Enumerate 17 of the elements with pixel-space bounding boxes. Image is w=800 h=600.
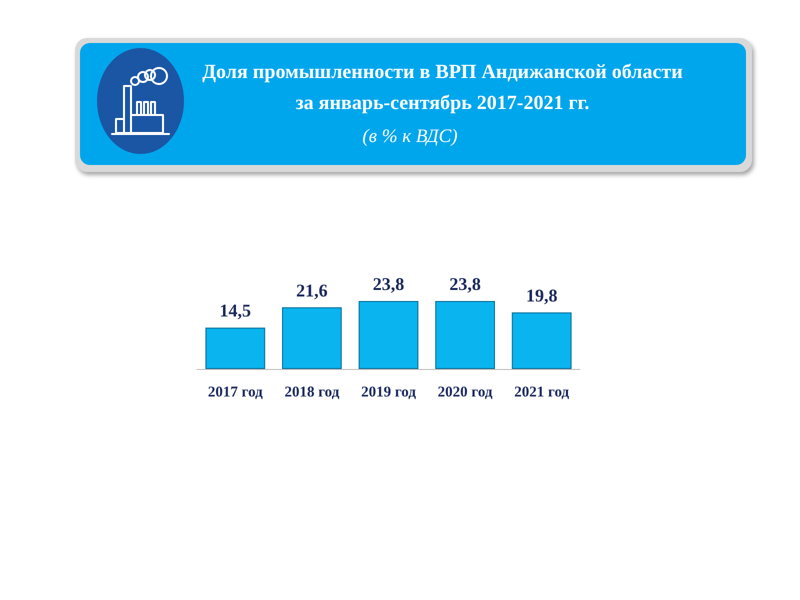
bar xyxy=(205,328,266,369)
x-tick-label: 2019 год xyxy=(361,384,416,400)
bar xyxy=(435,301,495,369)
bar xyxy=(282,307,342,369)
x-tick-label: 2021 год xyxy=(514,384,570,400)
x-tick-label: 2018 год xyxy=(284,384,340,400)
x-tick-label: 2020 год xyxy=(438,384,493,400)
data-label: 23,8 xyxy=(449,274,481,294)
x-tick-label: 2017 год xyxy=(208,384,264,400)
data-label: 21,6 xyxy=(296,280,328,300)
data-label: 23,8 xyxy=(372,274,404,294)
data-label: 19,8 xyxy=(526,285,558,306)
chart-subtitle: (в % к ВДС) xyxy=(361,125,459,149)
bar xyxy=(358,301,418,369)
data-label: 14,5 xyxy=(220,300,252,321)
chart-title: Доля промышленности в ВРП Андижанской области за январь-сентябрь 2017-2021 гг. xyxy=(201,60,684,116)
bar xyxy=(512,312,572,369)
